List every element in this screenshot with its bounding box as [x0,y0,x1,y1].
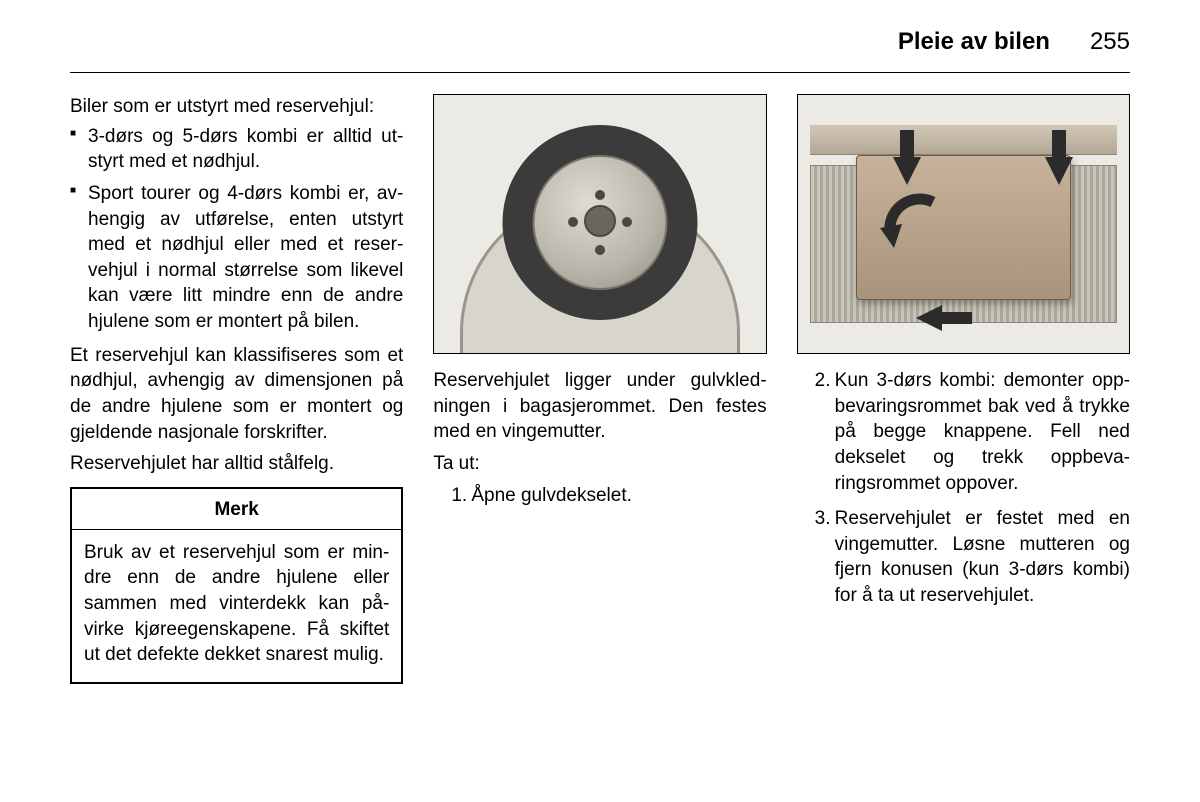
figure-caption: Reservehjulet ligger under gulvkled­ning… [433,368,766,445]
arrow-down-icon [1045,157,1073,185]
arrow-out-icon [916,305,942,331]
column-2: Reservehjulet ligger under gulvkled­ning… [433,94,766,762]
list-item: 1. Åpne gulvdekselet. [451,483,766,509]
list-item: 3-dørs og 5-dørs kombi er alltid ut­styr… [70,124,403,175]
numbered-list: 2. Kun 3-dørs kombi: demonter opp­bevari… [797,368,1130,609]
lug-bolt-icon [595,245,605,255]
numbered-list: 1. Åpne gulvdekselet. [433,483,766,509]
figure-storage-box [797,94,1130,354]
item-number: 1. [451,483,467,509]
column-1: Biler som er utstyrt med reservehjul: 3-… [70,94,403,762]
lug-bolt-icon [622,217,632,227]
column-3: 2. Kun 3-dørs kombi: demonter opp­bevari… [797,94,1130,762]
lug-bolt-icon [568,217,578,227]
curved-arrow-icon [878,190,948,260]
item-number: 3. [815,506,831,532]
header-divider [70,72,1130,73]
bullet-list: 3-dørs og 5-dørs kombi er alltid ut­styr… [70,124,403,335]
item-number: 2. [815,368,831,394]
item-text: Åpne gulvdekselet. [471,485,632,506]
note-title: Merk [72,489,401,530]
page-number: 255 [1090,28,1130,56]
paragraph: Reservehjulet har alltid stålfelg. [70,451,403,477]
takeout-label: Ta ut: [433,451,766,477]
list-item: 3. Reservehjulet er festet med en vingem… [815,506,1130,609]
item-text: Kun 3-dørs kombi: demonter opp­bevarings… [835,370,1130,494]
list-item: Sport tourer og 4-dørs kombi er, av­heng… [70,181,403,335]
section-title: Pleie av bilen [898,28,1050,56]
paragraph: Et reservehjul kan klassifiseres som et … [70,343,403,446]
note-box: Merk Bruk av et reservehjul som er min­d… [70,487,403,684]
page-header: Pleie av bilen 255 [898,28,1130,56]
item-text: Reservehjulet er festet med en vingemutt… [835,508,1130,606]
intro-text: Biler som er utstyrt med reservehjul: [70,94,403,120]
hub-shape [584,205,616,237]
list-item: 2. Kun 3-dørs kombi: demonter opp­bevari… [815,368,1130,496]
arrow-down-icon [893,157,921,185]
note-body: Bruk av et reservehjul som er min­dre en… [72,530,401,682]
trim-strip-shape [810,125,1117,155]
figure-spare-wheel [433,94,766,354]
content-area: Biler som er utstyrt med reservehjul: 3-… [70,94,1130,762]
lug-bolt-icon [595,190,605,200]
